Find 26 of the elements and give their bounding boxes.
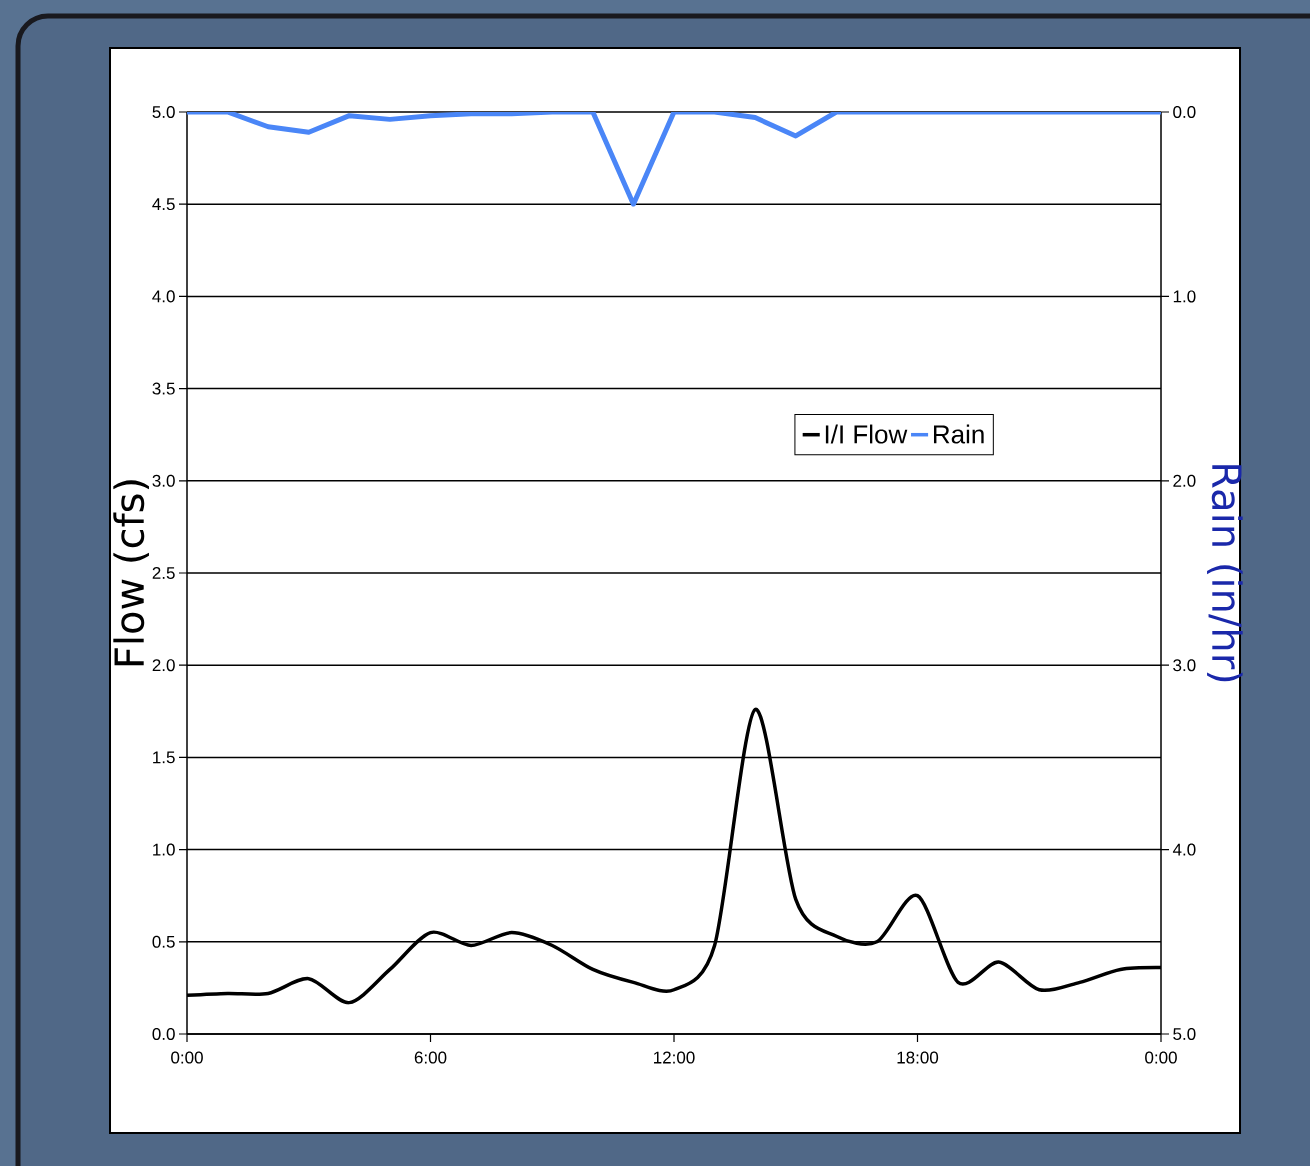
y-tick-label: 5.0 <box>152 105 175 119</box>
y-tick-label: 0.5 <box>152 935 175 948</box>
y2-tick-label: 3.0 <box>1173 659 1196 672</box>
y-tick-label: 4.5 <box>152 198 175 211</box>
y2-tick-label: 5.0 <box>1173 1027 1196 1041</box>
x-tick-label: 6:00 <box>414 1051 447 1064</box>
y-tick-label: 1.0 <box>153 843 175 856</box>
y2-tick-label: 1.0 <box>1173 290 1196 303</box>
y2-tick-label: 0.0 <box>1173 105 1196 119</box>
y2-tick-label: 4.0 <box>1172 843 1196 856</box>
legend-label: I/I Flow <box>825 424 908 444</box>
x-tick-label: 0:00 <box>171 1051 203 1064</box>
y-tick-label: 0.0 <box>152 1027 175 1041</box>
y-tick-label: 2.0 <box>152 659 175 672</box>
y-tick-label: 4.0 <box>152 290 175 303</box>
x-tick-label: 0:00 <box>1145 1051 1177 1064</box>
y2-tick-label: 2.0 <box>1173 474 1196 487</box>
x-tick-label: 12:00 <box>654 1051 695 1064</box>
y2-axis-title: Rain (in/hr) <box>1207 465 1243 682</box>
y-tick-label: 3.5 <box>152 382 175 395</box>
y-tick-label: 3.0 <box>152 474 175 487</box>
y-tick-label: 2.5 <box>152 566 175 580</box>
y-axis-title: Flow (cfs) <box>113 480 149 666</box>
y-tick-label: 1.5 <box>153 751 175 764</box>
legend-label: Rain <box>933 424 984 444</box>
x-tick-label: 18:00 <box>897 1051 939 1064</box>
